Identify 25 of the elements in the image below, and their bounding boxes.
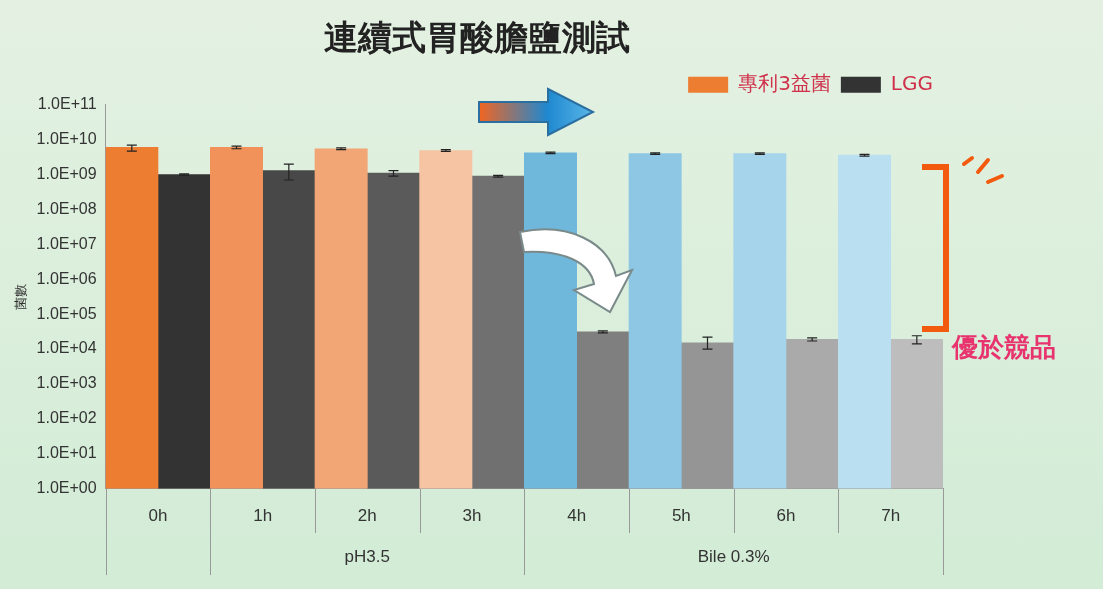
- y-tick-label: 1.0E+08: [36, 199, 97, 217]
- x-tick-label: 7h: [881, 506, 901, 526]
- x-tick-label: 0h: [148, 506, 168, 526]
- legend-label: 專利3益菌: [738, 71, 831, 95]
- x-tick-label: 2h: [357, 506, 377, 526]
- legend-label: LGG: [890, 71, 933, 95]
- y-tick-label: 1.0E+02: [36, 409, 97, 427]
- y-tick-label: 1.0E+10: [36, 130, 97, 148]
- y-tick-label: 1.0E+00: [36, 479, 97, 497]
- y-tick-label: 1.0E+05: [36, 304, 97, 322]
- x-tick-label: 1h: [253, 506, 273, 526]
- y-tick-label: 1.0E+07: [36, 234, 97, 252]
- y-tick-label: 1.0E+04: [36, 339, 97, 357]
- chart-title: 連續式胃酸膽鹽測試: [323, 17, 630, 58]
- x-tick-label: 4h: [567, 506, 587, 526]
- y-tick-label: 1.0E+11: [37, 95, 97, 113]
- x-tick-label: 3h: [462, 506, 482, 526]
- y-tick-label: 1.0E+01: [36, 444, 97, 462]
- y-tick-label: 1.0E+09: [36, 164, 97, 182]
- y-axis-title: 菌數: [13, 283, 29, 310]
- x-tick-label: 5h: [671, 506, 691, 526]
- y-tick-label: 1.0E+03: [36, 374, 97, 392]
- x-tick-label: 6h: [776, 506, 796, 526]
- text: 優於競品: [952, 331, 1056, 364]
- y-tick-label: 1.0E+06: [36, 269, 97, 287]
